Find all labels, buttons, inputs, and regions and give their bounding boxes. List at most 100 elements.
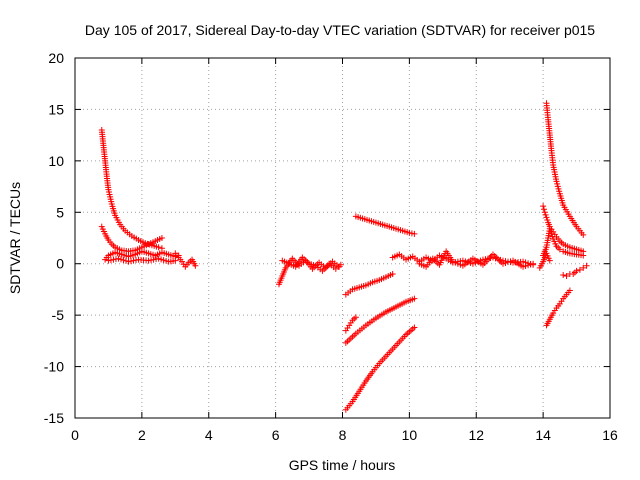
data-point-fill	[117, 256, 124, 263]
data-point	[411, 230, 418, 237]
data-point	[541, 209, 548, 216]
series-arc-c1	[352, 213, 418, 237]
x-tick-label: 0	[71, 427, 79, 443]
y-tick-label: -15	[44, 410, 64, 426]
data-point-fill	[502, 259, 509, 266]
series-arc-c4	[342, 295, 418, 346]
data-point	[337, 261, 344, 268]
data-point-fill	[107, 257, 114, 264]
data-point	[556, 246, 563, 253]
data-point-fill	[160, 257, 167, 264]
data-point-fill	[525, 262, 532, 269]
data-point	[543, 214, 550, 221]
data-point	[520, 258, 527, 265]
plot-border	[74, 57, 611, 419]
x-tick-label: 12	[468, 427, 484, 443]
data-point	[500, 260, 506, 267]
x-tick-label: 8	[339, 427, 347, 443]
data-point	[540, 203, 547, 210]
y-tick-label: 15	[48, 101, 64, 117]
data-point	[563, 273, 570, 280]
data-point	[520, 263, 527, 270]
data-point	[560, 272, 567, 279]
series-arc-e4	[536, 250, 553, 271]
data-point-fill	[153, 256, 160, 263]
data-point	[158, 235, 165, 241]
data-point-fill	[408, 230, 415, 237]
y-tick-label: 5	[56, 204, 64, 220]
data-point-fill	[120, 257, 127, 264]
data-point	[580, 252, 587, 259]
data-point	[546, 257, 553, 264]
data-point	[105, 257, 112, 264]
data-point-fill	[522, 263, 529, 270]
y-tick-label: 0	[56, 256, 64, 272]
series-arc-e5	[560, 262, 590, 280]
data-point	[546, 225, 553, 232]
data-point-fill	[544, 217, 551, 223]
data-point-fill	[158, 256, 165, 263]
data-point	[411, 295, 418, 302]
series-arc-a3	[102, 248, 182, 263]
series-arc-c2	[342, 271, 396, 298]
y-tick-label: 10	[48, 153, 64, 169]
x-tick-label: 4	[205, 427, 213, 443]
data-point-fill	[128, 258, 135, 265]
series-arc-a5	[172, 250, 199, 270]
series-arc-a1	[98, 127, 165, 252]
data-point-fill	[133, 257, 140, 264]
data-point	[145, 257, 152, 264]
series-arc-b2	[279, 254, 344, 274]
data-point	[192, 262, 199, 269]
data-point	[530, 260, 537, 267]
data-point	[352, 314, 359, 321]
series-arc-a4	[105, 255, 179, 265]
data-point-fill	[122, 257, 129, 264]
series-arc-c3	[342, 314, 359, 334]
series-arc-c5	[342, 324, 418, 413]
data-point	[155, 244, 162, 251]
data-points	[98, 100, 590, 413]
data-point	[459, 257, 466, 264]
data-point	[406, 229, 413, 236]
series-arc-e6	[543, 287, 573, 329]
chart-title: Day 105 of 2017, Sidereal Day-to-day VTE…	[85, 22, 595, 38]
data-point	[389, 271, 396, 277]
x-tick-label: 2	[138, 427, 146, 443]
data-point	[449, 258, 456, 265]
data-point	[479, 256, 486, 263]
series-arc-b1	[275, 255, 343, 288]
data-point-fill	[130, 257, 137, 264]
data-point	[583, 262, 590, 269]
series-arc-a2	[98, 223, 165, 255]
y-axis-label: SDTVAR / TECUs	[7, 182, 23, 294]
data-point-fill	[464, 259, 471, 266]
data-point-fill	[112, 256, 119, 263]
data-point	[155, 255, 162, 262]
x-tick-label: 16	[602, 427, 618, 443]
data-point	[411, 324, 418, 331]
data-point	[469, 260, 476, 267]
x-tick-label: 14	[535, 427, 551, 443]
x-tick-label: 10	[402, 427, 418, 443]
y-tick-label: -5	[52, 307, 65, 323]
data-point-fill	[540, 206, 547, 213]
x-tick-label: 6	[272, 427, 280, 443]
data-point-fill	[549, 233, 556, 240]
data-point-fill	[148, 257, 155, 264]
data-point-fill	[547, 228, 554, 235]
tick-labels: 0 2 4 6 8 10 12 14 16 -15 -10 -5 0 5 10 15 20	[44, 50, 618, 443]
data-point	[580, 264, 587, 271]
data-point	[580, 231, 587, 238]
grid	[75, 58, 610, 418]
data-point-fill	[454, 260, 461, 267]
data-point-fill	[548, 230, 555, 237]
series-arc-d2	[416, 248, 537, 270]
data-point-fill	[150, 256, 157, 263]
data-point	[576, 266, 583, 273]
data-point	[115, 255, 122, 262]
data-point	[172, 257, 179, 264]
y-tick-label: 20	[48, 50, 64, 66]
series-arc-e1	[543, 100, 587, 238]
